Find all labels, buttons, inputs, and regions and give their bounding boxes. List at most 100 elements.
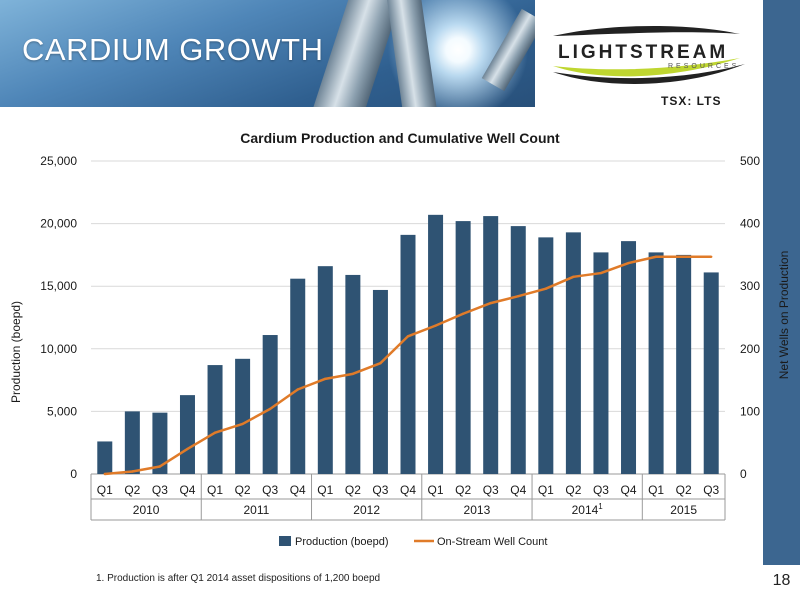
well-count-point [599, 271, 603, 275]
production-bar [676, 254, 692, 474]
well-count-point [654, 255, 658, 258]
footnote: 1. Production is after Q1 2014 asset dis… [96, 573, 381, 584]
year-label: 2010 [133, 503, 160, 517]
y2-axis-label: Net Wells on Production [777, 251, 791, 380]
x-tick-label: Q4 [400, 483, 416, 497]
ticker-symbol: TSX: LTS [661, 94, 722, 108]
y2-tick-label: 100 [740, 404, 760, 418]
well-count-point [434, 324, 437, 327]
production-bar [621, 241, 637, 474]
x-tick-label: Q1 [97, 483, 113, 497]
y2-tick-label: 0 [740, 467, 747, 481]
x-tick-label: Q2 [235, 483, 251, 497]
production-bar [455, 221, 471, 474]
header-banner: CARDIUM GROWTH LIGHTSTREAM RESOURCES TSX… [0, 0, 800, 108]
production-bar [235, 358, 251, 474]
well-count-point [544, 287, 548, 290]
chart-legend: Production (boepd) On-Stream Well Count [279, 536, 547, 548]
y2-tick-label: 500 [740, 154, 760, 168]
x-tick-label: Q2 [345, 483, 361, 497]
x-tick-label: Q4 [621, 483, 637, 497]
well-count-point [710, 255, 713, 258]
production-bar [124, 411, 140, 474]
production-bar [179, 395, 195, 474]
line-series [103, 255, 713, 476]
logo-text: LIGHTSTREAM [558, 42, 729, 63]
well-count-point [572, 275, 575, 279]
production-bar [262, 335, 278, 474]
y-tick-label: 5,000 [47, 404, 77, 418]
well-count-point [682, 255, 685, 258]
y-tick-label: 15,000 [40, 279, 77, 293]
x-tick-label: Q2 [676, 483, 692, 497]
header-photo [0, 0, 535, 107]
production-bar [703, 272, 719, 474]
well-count-point [406, 335, 410, 338]
production-bar [538, 237, 554, 474]
production-bar [483, 216, 499, 474]
production-bar [290, 278, 306, 474]
production-bar [428, 214, 444, 474]
chart-title: Cardium Production and Cumulative Well C… [240, 130, 560, 146]
x-tick-label: Q4 [510, 483, 526, 497]
production-bar [97, 441, 113, 474]
well-count-point [296, 388, 299, 391]
page-title: CARDIUM GROWTH [22, 32, 324, 67]
year-label: 2012 [353, 503, 380, 517]
x-axis: Q1 Q2 Q3 Q4 Q1 Q2 Q3 Q4 Q1 Q2 Q3 Q4 Q1 Q2 Q3 Q4 Q1 Q2 Q3 Q4… [90, 474, 726, 521]
well-count-point [517, 295, 520, 298]
y-tick-label: 20,000 [40, 217, 77, 231]
well-count-point [324, 377, 327, 381]
well-count-point [351, 372, 355, 376]
year-label: 2011 [243, 503, 269, 517]
x-tick-label: Q1 [207, 483, 223, 497]
y2-tick-label: 200 [740, 342, 760, 356]
y2-tick-label: 400 [740, 217, 760, 231]
year-label: 2015 [670, 503, 697, 517]
y2-tick-label: 300 [740, 279, 760, 293]
lightstream-logo [553, 25, 745, 84]
x-tick-label: Q3 [152, 483, 168, 497]
production-bar [317, 266, 333, 474]
production-bar [648, 252, 664, 474]
production-bar [207, 365, 223, 474]
x-tick-label: Q2 [455, 483, 471, 497]
production-bar [152, 412, 168, 474]
well-count-point [489, 301, 492, 305]
x-tick-label: Q4 [179, 483, 195, 497]
x-tick-label: Q1 [317, 483, 333, 497]
y-tick-label: 25,000 [40, 154, 77, 168]
x-tick-label: Q3 [372, 483, 388, 497]
x-tick-label: Q4 [290, 483, 306, 497]
well-count-point [131, 470, 134, 473]
x-tick-label: Q2 [565, 483, 581, 497]
right-side-bar [763, 107, 800, 565]
x-tick-label: Q3 [262, 483, 278, 497]
header-right-band [763, 0, 800, 107]
production-bar [565, 232, 581, 474]
x-tick-label: Q2 [124, 483, 140, 497]
x-tick-label: Q3 [483, 483, 499, 497]
production-bar [510, 226, 526, 474]
production-bar [593, 252, 609, 474]
well-count-point [186, 447, 189, 451]
legend-label-well-count: On-Stream Well Count [437, 536, 547, 548]
well-count-point [241, 422, 244, 426]
x-tick-label: Q3 [703, 483, 719, 497]
y-axis-left: 25,000 20,000 15,000 10,000 5,000 0 [40, 154, 77, 481]
well-count-point [379, 361, 382, 365]
logo-area [535, 0, 763, 107]
legend-swatch-production [279, 536, 291, 546]
year-label: 20141 [572, 502, 604, 517]
x-tick-label: Q1 [538, 483, 554, 497]
y-tick-label: 10,000 [40, 342, 77, 356]
x-tick-label: Q1 [428, 483, 444, 497]
legend-label-production: Production (boepd) [295, 536, 389, 548]
page-number: 18 [772, 572, 791, 589]
well-count-point [627, 261, 630, 265]
x-tick-label: Q1 [648, 483, 664, 497]
year-label: 2013 [464, 503, 491, 517]
page-number-box [763, 565, 800, 600]
y-tick-label: 0 [70, 467, 77, 481]
logo-subtext: RESOURCES [668, 63, 740, 70]
